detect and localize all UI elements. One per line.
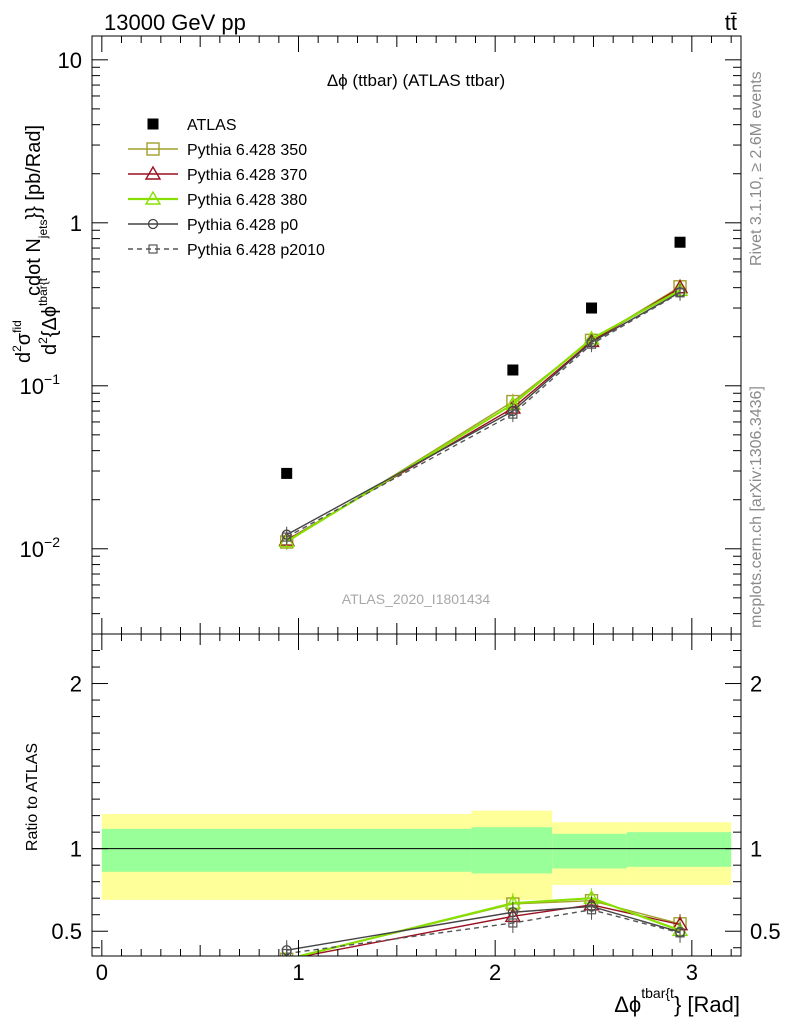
data-point-atlas [586, 302, 598, 314]
legend-marker-p350 [146, 142, 160, 156]
collision-label: 13000 GeV pp [104, 10, 246, 35]
data-point-p2010 [675, 288, 685, 298]
ratio-ticks: 0.5 0.5 1 1 2 2 0 1 2 3 [51, 634, 781, 985]
main-ytick-label-exp: −1 [44, 371, 60, 387]
uncertainty-band-inner [101, 828, 472, 872]
ratio-panel: 0.5 0.5 1 1 2 2 0 1 2 3 [51, 633, 781, 985]
ratio-line-p380 [295, 897, 681, 956]
ratio-ytick-label-right: 1 [750, 837, 762, 862]
ratio-ytick-label-right: 2 [750, 672, 762, 697]
svg-text:d2σfid: d2σfid [10, 320, 35, 363]
legend-marker-p2010 [148, 244, 158, 254]
main-ytick-label: 10−2 [20, 534, 61, 562]
main-ylabel: d2σfid d2{Δϕtbar{t cdot Njets}} [pb/Rad] [10, 125, 61, 363]
xlabel-base: Δϕ [614, 992, 641, 1017]
data-point-p2010 [282, 532, 292, 542]
uncertainty-band-inner [552, 833, 627, 869]
legend-label-atlas: ATLAS [187, 117, 237, 134]
ylabel-d2: d [39, 344, 61, 355]
ratio-xtick-label: 3 [686, 960, 698, 985]
legend-label-p370: Pythia 6.428 370 [187, 167, 307, 184]
series-line-p380 [286, 289, 681, 543]
mcplots-label: mcplots.cern.ch [arXiv:1306.3436] [748, 386, 765, 628]
legend: ATLAS Pythia 6.428 350 Pythia 6.428 370 Pyt… [128, 117, 325, 259]
uncertainty-band-inner [626, 832, 732, 867]
ratio-xtick-label: 1 [292, 960, 304, 985]
legend-label-p380: Pythia 6.428 380 [187, 192, 307, 209]
ylabel-brace: {Δϕ [39, 306, 61, 337]
data-point-atlas [507, 364, 519, 376]
data-point-atlas [674, 236, 686, 248]
ylabel-sup2b: 2 [36, 337, 50, 344]
series-line-p0 [286, 291, 681, 536]
ylabel-close: }} [pb/Rad] [23, 125, 45, 220]
ratio-ytick-label: 2 [70, 672, 82, 697]
main-ytick-label: 10−1 [20, 371, 61, 399]
ratio-point-p2010 [282, 948, 292, 956]
svg-text:d2{Δϕtbar{t: d2{Δϕtbar{t [36, 277, 61, 355]
xlabel-sup: tbar{t [641, 985, 674, 1001]
main-ytick-label: 1 [70, 211, 82, 236]
ylabel-tbar: tbar{t [36, 277, 50, 306]
ratio-line-p0 [286, 905, 681, 951]
legend-marker-p380 [144, 190, 162, 205]
data-point-p2010 [586, 339, 597, 349]
xlabel-rest: } [Rad] [674, 992, 740, 1017]
xlabel: Δϕtbar{t} [Rad] [614, 985, 740, 1017]
analysis-watermark: ATLAS_2020_I1801434 [342, 591, 491, 607]
ratio-xtick-label: 2 [489, 960, 501, 985]
legend-label-p0: Pythia 6.428 p0 [187, 217, 298, 234]
svg-text:cdot Njets}} [pb/Rad]: cdot Njets}} [pb/Rad] [23, 125, 50, 296]
data-point-p2010 [508, 409, 518, 419]
main-ytick-label-base: 10 [20, 374, 44, 399]
main-ytick-label-base: 10 [20, 537, 44, 562]
ylabel-fid: fid [10, 320, 24, 333]
ylabel-d: d [13, 352, 35, 363]
main-ytick-label-exp: −2 [44, 534, 60, 550]
ylabel-sup2a: 2 [10, 345, 24, 352]
ratio-ytick-label: 0.5 [51, 919, 82, 944]
ratio-point-p2010 [586, 905, 597, 915]
ylabel-sigma: σ [13, 332, 35, 345]
legend-marker-p370 [144, 165, 162, 180]
legend-marker-p0 [147, 218, 159, 230]
ratio-xtick-label: 0 [96, 960, 108, 985]
main-ytick-label-base: 1 [70, 211, 82, 236]
ylabel-cdot: cdot N [23, 238, 45, 296]
ratio-line-p2010 [286, 909, 681, 955]
ratio-frame [91, 633, 742, 957]
main-ytick-label: 10 [58, 48, 82, 73]
main-ytick-label-base: 10 [58, 48, 82, 73]
uncertainty-band-inner [471, 827, 553, 874]
rivet-label: Rivet 3.1.10, ≥ 2.6M events [748, 71, 765, 266]
legend-marker-atlas [147, 118, 159, 130]
plot-title: Δϕ (ttbar) (ATLAS ttbar) [327, 71, 505, 90]
data-point-atlas [281, 467, 293, 479]
legend-label-p350: Pythia 6.428 350 [187, 142, 307, 159]
ratio-line-p370 [300, 904, 681, 956]
process-label: tt̄ [725, 10, 737, 35]
ratio-ytick-label-right: 0.5 [750, 919, 781, 944]
ratio-point-p2010 [508, 918, 518, 928]
ratio-ytick-label: 1 [70, 837, 82, 862]
legend-label-p2010: Pythia 6.428 p2010 [187, 242, 325, 259]
main-data-layer [278, 236, 689, 551]
ylabel-jets: jets [36, 220, 50, 240]
ratio-bands [92, 810, 741, 900]
ratio-ylabel: Ratio to ATLAS [24, 743, 41, 851]
series-line-p2010 [286, 292, 681, 538]
ratio-data-layer [280, 888, 689, 956]
ratio-point-p2010 [675, 928, 685, 938]
